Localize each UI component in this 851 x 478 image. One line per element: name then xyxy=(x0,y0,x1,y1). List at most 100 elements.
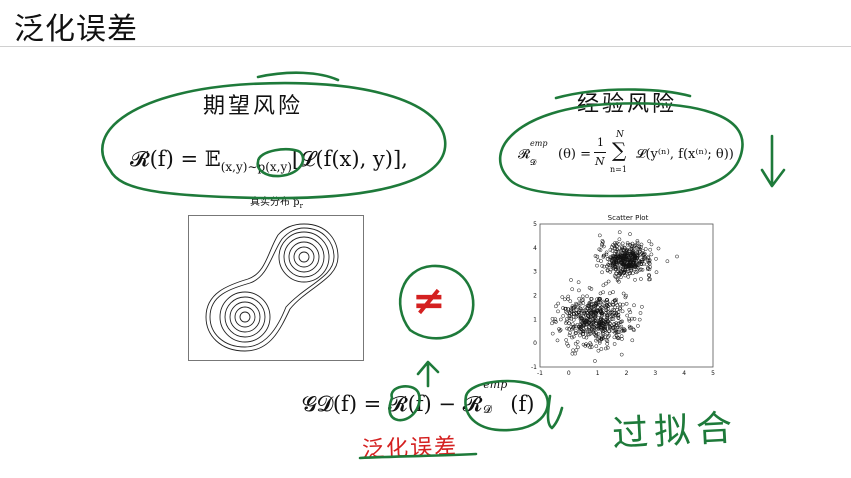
scatter-point xyxy=(604,311,608,315)
scatter-point xyxy=(565,310,570,315)
scatter-point xyxy=(617,271,622,275)
scatter-point xyxy=(608,317,613,322)
scatter-point xyxy=(566,343,571,348)
scatter-point xyxy=(562,297,567,302)
scatter-x-tick: -1 xyxy=(537,370,543,377)
scatter-point xyxy=(579,319,583,324)
scatter-point xyxy=(608,311,613,316)
scatter-point xyxy=(600,270,604,275)
scatter-point xyxy=(635,239,640,243)
scatter-point xyxy=(597,336,602,340)
scatter-point xyxy=(656,246,661,251)
scatter-point xyxy=(595,309,599,313)
scatter-point xyxy=(649,252,654,257)
scatter-point xyxy=(563,321,568,325)
scatter-point xyxy=(581,332,585,336)
scatter-point xyxy=(605,321,610,325)
scatter-point xyxy=(612,308,617,312)
scatter-point xyxy=(630,263,634,268)
scatter-point xyxy=(609,245,614,249)
scatter-point xyxy=(622,327,626,331)
scatter-point xyxy=(613,265,618,270)
scatter-point xyxy=(595,263,599,268)
gen-formula-sub: 𝓓 xyxy=(483,403,492,416)
scatter-point xyxy=(621,262,626,267)
scatter-point xyxy=(603,321,608,325)
scatter-point xyxy=(628,232,632,236)
scatter-point xyxy=(606,321,611,326)
scatter-point xyxy=(561,314,566,318)
scatter-point xyxy=(625,241,630,245)
scatter-point xyxy=(583,312,588,317)
red-generalization-label: 泛化误差 xyxy=(361,434,459,463)
scatter-y-tick: 2 xyxy=(533,293,537,300)
scatter-point xyxy=(613,246,618,251)
scatter-point xyxy=(620,261,625,266)
scatter-point xyxy=(612,251,617,256)
scatter-point xyxy=(626,265,631,270)
scatter-point xyxy=(623,295,628,300)
scatter-point xyxy=(593,359,597,363)
scatter-point xyxy=(595,254,600,259)
scatter-point xyxy=(567,313,572,318)
scatter-point xyxy=(600,323,604,327)
scatter-point xyxy=(629,268,634,273)
scatter-point xyxy=(643,247,648,251)
scatter-point xyxy=(639,242,644,247)
gen-formula-tail: (f) xyxy=(510,392,535,416)
emp-sum-symbol: ∑ xyxy=(612,138,627,162)
scatter-point xyxy=(599,327,604,332)
scatter-point xyxy=(565,326,570,331)
scatter-point xyxy=(609,259,614,263)
scatter-point xyxy=(633,264,638,269)
scatter-point xyxy=(616,330,620,335)
scatter-point xyxy=(597,233,602,238)
scatter-point xyxy=(608,303,612,307)
scatter-point xyxy=(638,259,643,264)
scatter-point xyxy=(603,328,608,332)
scatter-point xyxy=(605,313,610,318)
scatter-point xyxy=(615,303,620,307)
scatter-point xyxy=(612,342,617,346)
scatter-y-tick: 0 xyxy=(533,340,537,347)
scatter-point xyxy=(644,262,649,267)
scatter-point xyxy=(601,253,606,258)
scatter-point xyxy=(621,328,626,332)
scatter-x-tick: 3 xyxy=(653,370,657,377)
scatter-point xyxy=(583,343,588,348)
scatter-point xyxy=(570,351,575,356)
scatter-point xyxy=(611,290,615,294)
scatter-point xyxy=(629,246,634,251)
scatter-y-tick: 4 xyxy=(533,245,537,252)
contour-rings-lower xyxy=(219,291,271,343)
scatter-point xyxy=(584,335,589,340)
scatter-point xyxy=(587,332,591,337)
scatter-point xyxy=(612,274,617,278)
scatter-point xyxy=(610,248,615,253)
scatter-point xyxy=(571,317,576,322)
scatter-point xyxy=(596,332,601,336)
title-divider xyxy=(0,46,851,47)
scatter-point xyxy=(603,335,608,339)
scatter-point xyxy=(599,311,604,316)
scatter-x-tick: 2 xyxy=(625,370,629,377)
scatter-point xyxy=(619,334,624,339)
scatter-point xyxy=(647,258,652,263)
scatter-point xyxy=(567,327,571,331)
scatter-y-tick: -1 xyxy=(531,364,537,371)
emp-frac-num: 1 xyxy=(597,136,604,149)
scatter-point xyxy=(635,255,640,260)
scatter-point xyxy=(599,313,604,318)
scatter-y-ticks: 5 4 3 2 1 0 -1 xyxy=(531,221,537,371)
scatter-point xyxy=(614,252,619,257)
scatter-point xyxy=(614,259,618,264)
scatter-point xyxy=(623,328,627,333)
scatter-point xyxy=(632,255,637,260)
expected-risk-rhs: [𝓛(f(x), y)], xyxy=(291,147,408,171)
scatter-point xyxy=(596,326,601,331)
scatter-point xyxy=(654,270,659,275)
scatter-y-tick: 1 xyxy=(533,316,537,323)
scatter-point xyxy=(588,321,593,326)
scatter-point xyxy=(596,298,601,303)
scatter-point xyxy=(599,309,604,314)
